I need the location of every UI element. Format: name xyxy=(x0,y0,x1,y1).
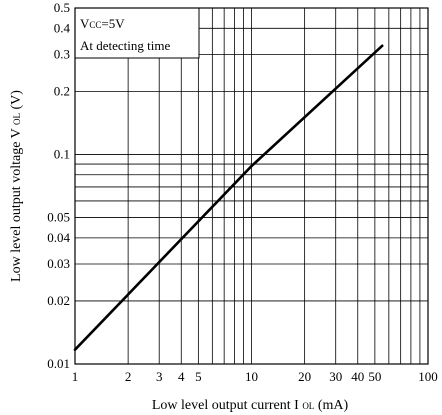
x-tick-label: 2 xyxy=(125,369,132,384)
series-layer xyxy=(73,44,384,352)
x-tick-label: 30 xyxy=(329,369,342,384)
x-tick-label: 4 xyxy=(178,369,185,384)
y-tick-label: 0.03 xyxy=(47,256,70,271)
x-tick-label: 1 xyxy=(72,369,79,384)
y-tick-label: 0.4 xyxy=(54,20,71,35)
x-tick-label: 20 xyxy=(298,369,311,384)
series-line xyxy=(73,44,384,352)
y-tick-label: 0.01 xyxy=(47,356,70,371)
grid-lines xyxy=(74,7,429,365)
tick-labels: 1 2 3 4 5 10 20 30 40 50 100 0.01 0.02 0.03 0.04 0.05 0.… xyxy=(47,0,438,384)
y-tick-label: 0.3 xyxy=(54,46,70,61)
x-tick-label: 5 xyxy=(195,369,202,384)
x-tick-label: 40 xyxy=(351,369,364,384)
y-tick-label: 0.05 xyxy=(47,210,70,225)
y-tick-label: 0.02 xyxy=(47,293,70,308)
x-axis-label: Low level output current I OL (mA) xyxy=(152,398,349,413)
plot-frame xyxy=(74,7,429,365)
x-tick-label: 50 xyxy=(368,369,381,384)
x-tick-label: 3 xyxy=(156,369,163,384)
annotation-vcc: VCC=5V xyxy=(80,16,125,31)
y-tick-label: 0.04 xyxy=(47,230,70,245)
y-tick-label: 0.2 xyxy=(54,83,70,98)
y-tick-label: 0.5 xyxy=(54,0,70,15)
x-tick-label: 10 xyxy=(245,369,258,384)
annotation-condition: At detecting time xyxy=(80,38,170,53)
y-tick-label: 0.1 xyxy=(54,146,70,161)
y-axis-label: Low level output voltage V OL (V) xyxy=(9,90,24,282)
annotation-box xyxy=(74,7,200,59)
x-tick-label: 100 xyxy=(418,369,438,384)
